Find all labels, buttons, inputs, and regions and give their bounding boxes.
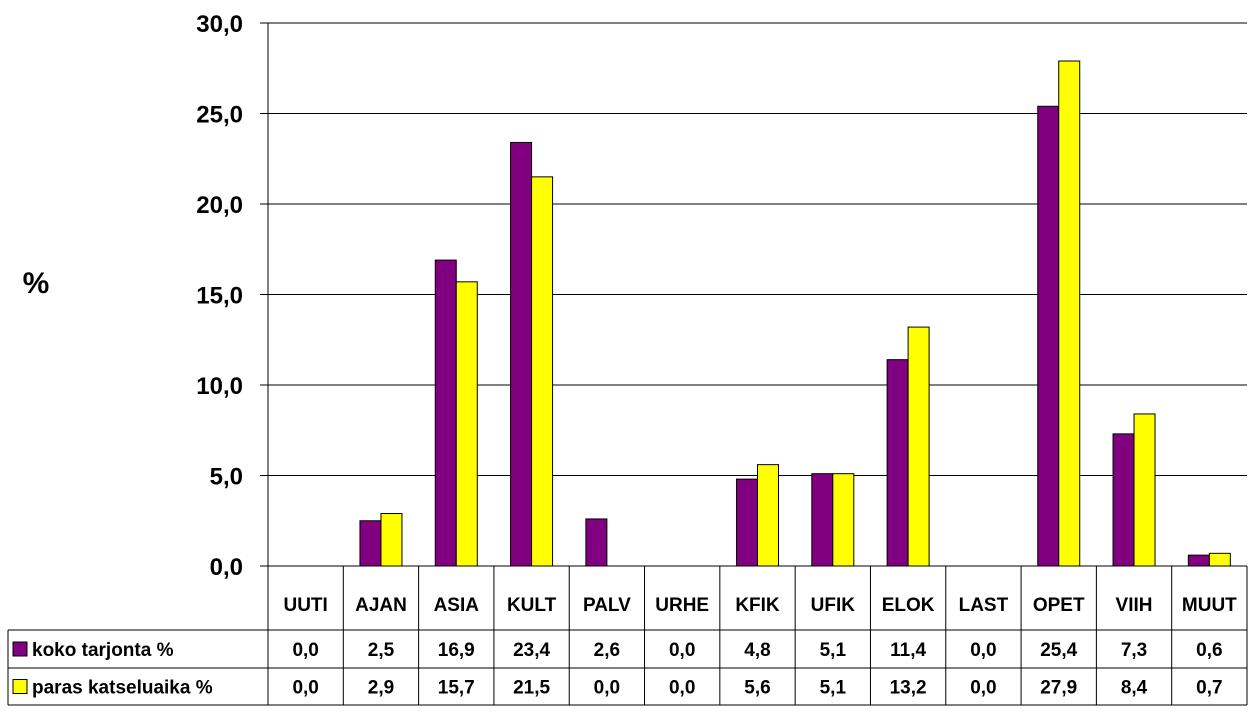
table-value: 25,4: [1040, 640, 1077, 661]
bar-paras-ufik: [832, 473, 855, 567]
x-tick-label: OPET: [1033, 595, 1085, 616]
x-tick-label: KFIK: [735, 595, 780, 616]
bar-koko-kult: [510, 141, 533, 567]
x-tick-label: MUUT: [1182, 595, 1237, 616]
bar-koko-kfik: [736, 478, 758, 567]
table-value: 0,7: [1196, 678, 1222, 699]
bar-koko-palv: [585, 518, 608, 567]
bar-koko-ajan: [359, 520, 382, 567]
y-tick-label: 25,0: [196, 102, 243, 129]
bar-koko-elok: [886, 359, 909, 567]
grid-lines: [268, 22, 1247, 476]
y-tick-label: 5,0: [210, 464, 243, 491]
table-value: 0,6: [1196, 640, 1222, 661]
x-tick-label: KULT: [507, 595, 557, 616]
legend-label: paras katseluaika %: [32, 678, 213, 699]
x-tick-label: PALV: [583, 595, 631, 616]
bar-paras-asia: [455, 281, 478, 567]
table-value: 0,0: [292, 640, 318, 661]
bar-koko-muut: [1187, 554, 1210, 567]
x-tick-label: ASIA: [434, 595, 480, 616]
table-value: 0,0: [594, 678, 620, 699]
table-value: 5,1: [820, 678, 847, 699]
x-tick-label: ELOK: [882, 595, 935, 616]
table-value: 0,0: [292, 678, 318, 699]
legend-swatch-paras: [12, 679, 28, 694]
x-tick-label: URHE: [655, 595, 709, 616]
y-axis-label: %: [23, 267, 50, 300]
table-value: 21,5: [513, 678, 550, 699]
bar-paras-opet: [1058, 60, 1081, 567]
table-value: 5,6: [744, 678, 770, 699]
legend-label: koko tarjonta %: [32, 640, 174, 661]
bar-koko-ufik: [811, 473, 834, 567]
legend-swatch-koko: [12, 641, 28, 657]
table-value: 13,2: [890, 678, 927, 699]
bar-koko-viih: [1112, 433, 1135, 567]
y-tick-label: 0,0: [210, 554, 243, 581]
y-tick-label: 30,0: [196, 11, 243, 38]
table-value: 15,7: [438, 678, 475, 699]
x-tick-label: UFIK: [811, 595, 856, 616]
bar-paras-elok: [907, 326, 930, 567]
bar-koko-opet: [1037, 105, 1060, 567]
table-value: 4,8: [744, 640, 770, 661]
table-value: 0,0: [669, 640, 695, 661]
table-value: 2,9: [368, 678, 394, 699]
table-value: 2,6: [594, 640, 620, 661]
table-value: 0,0: [970, 678, 996, 699]
x-tick-label: VIIH: [1116, 595, 1153, 616]
y-tick-label: 10,0: [196, 373, 243, 400]
bars: [359, 60, 1231, 567]
x-tick-label: UUTI: [283, 595, 327, 616]
bar-paras-ajan: [380, 513, 403, 567]
y-axis-ticks: 0,0 5,0 10,0 15,0 20,0 25,0 30,0: [196, 11, 268, 581]
table-value: 0,0: [669, 678, 695, 699]
bar-paras-kfik: [757, 464, 779, 567]
table-value: 8,4: [1121, 678, 1148, 699]
table-value: 27,9: [1040, 678, 1077, 699]
table-value: 0,0: [970, 640, 996, 661]
x-tick-label: AJAN: [355, 595, 407, 616]
data-table: UUTI AJAN ASIA KULT PALV URHE KFIK UFIK ELOK LAST…: [7, 566, 1248, 706]
bar-paras-muut: [1208, 552, 1231, 567]
table-value: 16,9: [438, 640, 475, 661]
x-tick-label: LAST: [959, 595, 1009, 616]
y-tick-label: 20,0: [196, 192, 243, 219]
table-value: 2,5: [368, 640, 395, 661]
table-value: 11,4: [890, 640, 926, 661]
table-value: 7,3: [1121, 640, 1147, 661]
table-value: 5,1: [820, 640, 847, 661]
bar-paras-kult: [531, 176, 554, 567]
bar-paras-viih: [1133, 413, 1156, 567]
bar-koko-asia: [434, 259, 457, 567]
y-tick-label: 15,0: [196, 283, 243, 310]
table-value: 23,4: [513, 640, 550, 661]
axes: [267, 23, 1247, 567]
